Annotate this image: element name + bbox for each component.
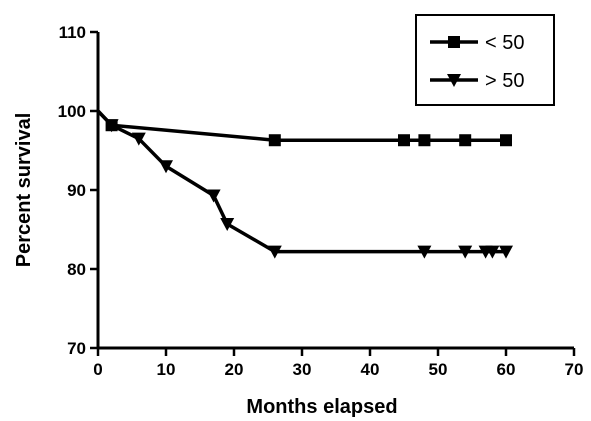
legend-box (415, 14, 555, 106)
triangle-down-marker (220, 217, 235, 231)
legend-label: < 50 (485, 32, 524, 54)
legend: < 50 > 50 (415, 14, 555, 106)
triangle-down-marker (485, 245, 500, 259)
series-over-50 (96, 109, 513, 259)
triangle-down-marker (458, 245, 473, 259)
triangle-down-marker (104, 119, 119, 133)
series-line (96, 109, 506, 142)
triangle-down-marker (267, 245, 282, 259)
legend-entry: < 50 (430, 32, 524, 54)
y-tick-label: 90 (67, 181, 86, 200)
triangle-down-marker (206, 189, 221, 203)
series-layer (96, 109, 513, 259)
y-axis-title: Percent survival (13, 113, 35, 268)
square-marker (459, 134, 472, 147)
x-tick-label: 20 (225, 360, 244, 379)
square-marker (418, 134, 431, 147)
triangle-down-marker (131, 132, 146, 146)
y-tick-label: 80 (67, 260, 86, 279)
y-tick-label: 70 (67, 339, 86, 358)
x-axis-title: Months elapsed (246, 396, 397, 418)
legend-label: > 50 (485, 70, 524, 92)
square-marker (500, 134, 512, 147)
y-tick-label: 100 (58, 102, 86, 121)
y-tick-label: 110 (59, 23, 86, 42)
triangle-down-marker (159, 160, 173, 174)
x-tick-label: 70 (565, 360, 584, 379)
x-tick-label: 10 (157, 360, 176, 379)
triangle-down-marker (499, 245, 513, 259)
x-tick-label: 0 (93, 360, 102, 379)
x-tick-label: 40 (361, 360, 380, 379)
x-tick-label: 60 (497, 360, 516, 379)
axes: 70 80 90 100 110 0 10 20 30 40 50 60 70 (58, 23, 584, 379)
triangle-down-marker (417, 245, 432, 259)
square-marker (398, 134, 410, 147)
legend-entry: > 50 (430, 70, 524, 92)
x-tick-label: 50 (429, 360, 448, 379)
legend-triangle-down-marker (447, 74, 461, 87)
legend-square-marker (448, 36, 460, 48)
series-line (96, 109, 506, 254)
series-under-50 (96, 109, 512, 147)
x-tick-label: 30 (293, 360, 312, 379)
square-marker (268, 134, 281, 147)
